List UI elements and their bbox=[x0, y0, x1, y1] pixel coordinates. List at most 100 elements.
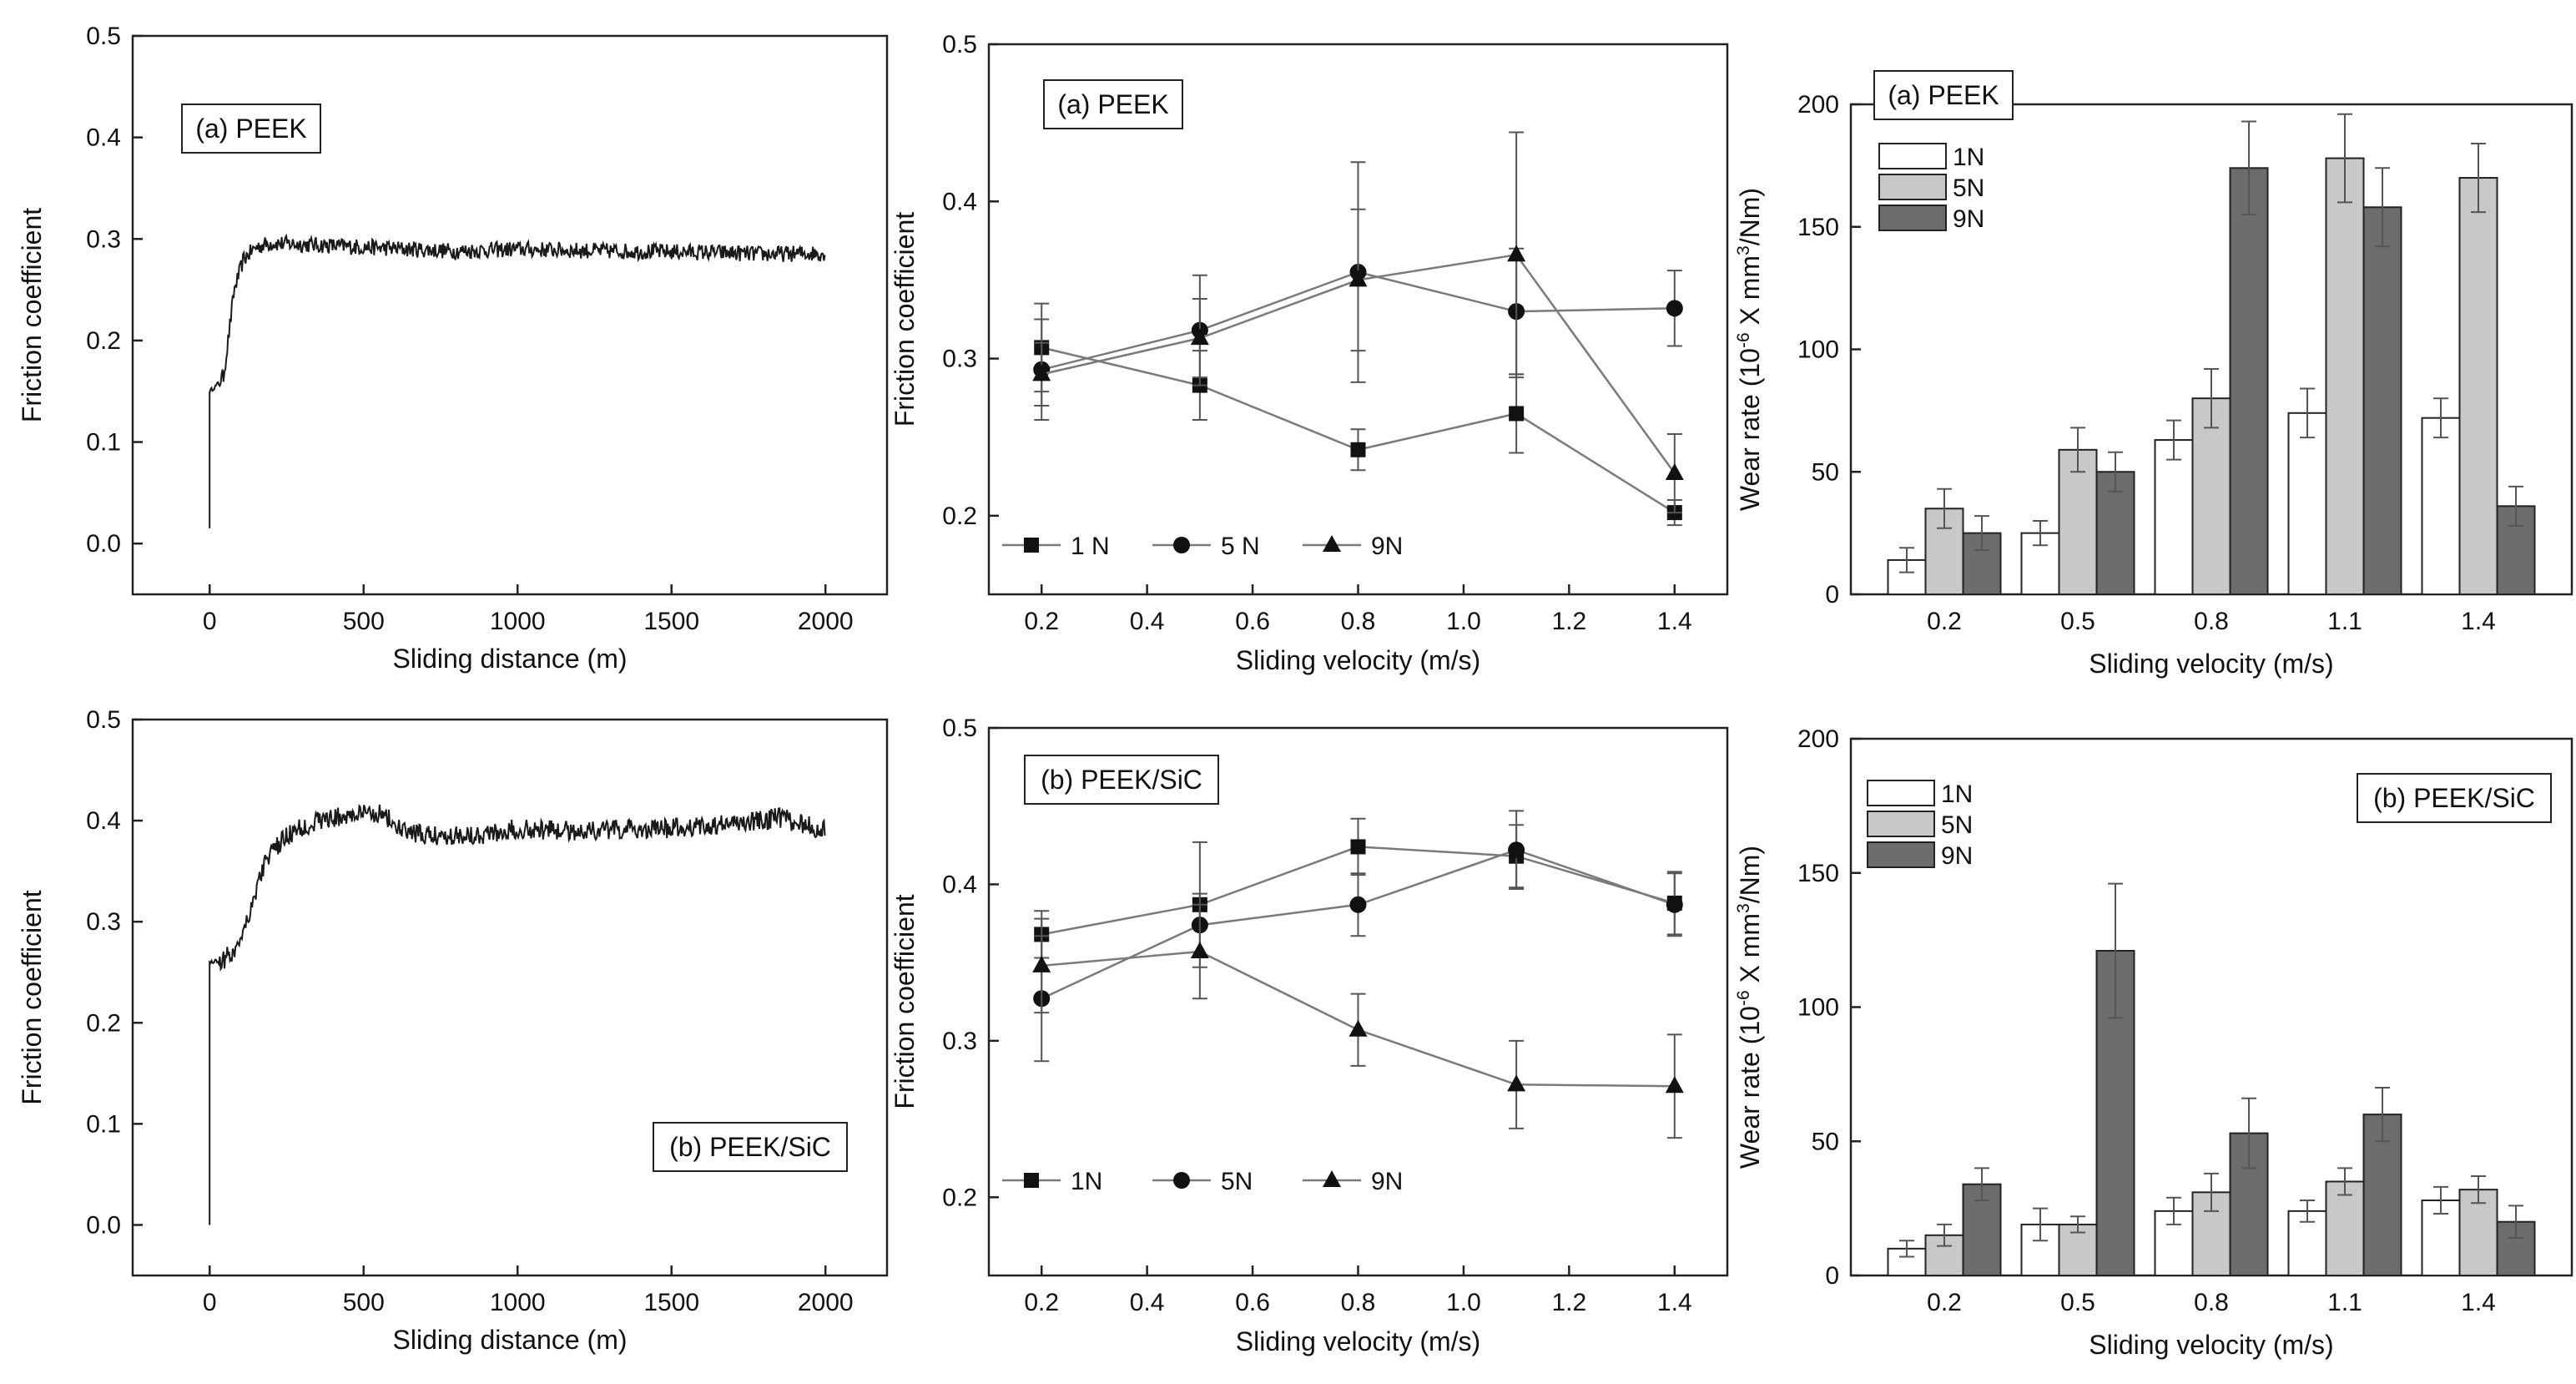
legend-label: 1 N bbox=[1071, 533, 1110, 560]
panel-label-box bbox=[1873, 70, 2014, 120]
data-point bbox=[1032, 364, 1051, 381]
legend-swatch bbox=[1878, 205, 1947, 231]
panel-label: (a) PEEK bbox=[1057, 89, 1168, 119]
panel-p1: 0 500 1000 1500 2000 0.0 0.1 0.2 0.3 0.4 0.5 Slidin… bbox=[17, 23, 889, 674]
y-axis-label: Friction coefficient bbox=[890, 894, 920, 1109]
y-axis-label-part: X mm bbox=[1735, 913, 1765, 990]
x-tick-label: 0.8 bbox=[1341, 1289, 1376, 1316]
panel-label-box bbox=[2357, 773, 2552, 823]
legend-label: 5N bbox=[1941, 811, 1973, 839]
x-tick-label: 1000 bbox=[490, 608, 546, 635]
plot-frame bbox=[131, 34, 889, 596]
panel-p2: 0.2 0.4 0.6 0.8 1.0 1.2 1.4 0.2 0.3 0.4 0.5 Sliding… bbox=[890, 31, 1729, 675]
legend-marker bbox=[1173, 537, 1190, 553]
panel-label: (b) PEEK/SiC bbox=[2373, 783, 2535, 813]
data-point bbox=[1665, 463, 1684, 481]
x-axis-label: Sliding velocity (m/s) bbox=[2089, 1330, 2333, 1360]
legend-swatch bbox=[1867, 780, 1935, 806]
y-tick-label: 200 bbox=[1797, 725, 1839, 753]
legend-marker bbox=[1024, 1173, 1039, 1188]
x-tick-label: 500 bbox=[343, 1289, 385, 1316]
y-tick-label: 0.2 bbox=[942, 503, 977, 530]
y-axis-label-part: Wear rate (10 bbox=[1735, 348, 1765, 511]
bar bbox=[2287, 412, 2327, 595]
y-tick-label: 0 bbox=[1825, 1262, 1839, 1290]
y-tick-label: 0.4 bbox=[86, 124, 121, 152]
legend-swatch bbox=[1867, 841, 1935, 868]
x-tick-label: 0.2 bbox=[1927, 1289, 1962, 1316]
y-axis-label: Wear rate (10-6 X mm3/Nm) bbox=[1734, 846, 1765, 1169]
data-point bbox=[1032, 955, 1051, 972]
x-tick-label: 1.1 bbox=[2327, 1289, 2362, 1316]
legend-label: 9N bbox=[1953, 205, 1984, 233]
legend-label: 9N bbox=[1371, 1168, 1403, 1195]
legend-label: 5N bbox=[1221, 1168, 1253, 1195]
x-tick-label: 1.0 bbox=[1446, 1289, 1481, 1316]
y-tick-label: 200 bbox=[1797, 91, 1839, 119]
y-axis-label-part: 3 bbox=[1734, 903, 1753, 913]
x-tick-label: 1.1 bbox=[2327, 608, 2362, 635]
x-tick-label: 2000 bbox=[798, 1289, 854, 1316]
y-axis-label-part: -6 bbox=[1734, 990, 1753, 1006]
y-axis-label-part: /Nm) bbox=[1735, 188, 1765, 245]
bar bbox=[2458, 177, 2498, 596]
x-tick-label: 0.5 bbox=[2060, 1289, 2095, 1316]
x-axis-label: Sliding distance (m) bbox=[393, 1325, 628, 1355]
legend-label: 9N bbox=[1941, 842, 1973, 870]
y-tick-label: 0.3 bbox=[86, 908, 121, 936]
x-axis-label: Sliding distance (m) bbox=[393, 644, 628, 674]
bar bbox=[2421, 417, 2461, 595]
data-point bbox=[1666, 300, 1683, 317]
data-point bbox=[1348, 270, 1368, 287]
legend-swatch bbox=[1867, 811, 1935, 837]
bar bbox=[2325, 157, 2365, 595]
data-point bbox=[1507, 1074, 1526, 1092]
data-point bbox=[1508, 841, 1525, 859]
y-tick-label: 0.5 bbox=[86, 706, 121, 734]
panel-label: (a) PEEK bbox=[1888, 80, 1999, 110]
x-tick-label: 0.2 bbox=[1927, 608, 1962, 635]
y-tick-label: 100 bbox=[1797, 994, 1839, 1022]
y-tick-label: 0.4 bbox=[942, 188, 977, 215]
x-tick-label: 1.2 bbox=[1551, 1289, 1586, 1316]
x-tick-label: 0.8 bbox=[1341, 608, 1376, 635]
y-axis-label: Friction coefficient bbox=[890, 212, 920, 427]
panel-p5: 0.2 0.4 0.6 0.8 1.0 1.2 1.4 0.2 0.3 0.4 0.5 Sliding… bbox=[890, 715, 1729, 1356]
panel-label-box bbox=[1043, 79, 1183, 129]
x-tick-label: 1.2 bbox=[1551, 608, 1586, 635]
y-tick-label: 0.0 bbox=[86, 1211, 121, 1239]
bar bbox=[2458, 1189, 2498, 1276]
y-axis-label-part: Wear rate (10 bbox=[1735, 1006, 1765, 1169]
data-point bbox=[1350, 839, 1366, 855]
x-tick-label: 1.0 bbox=[1446, 608, 1481, 635]
y-axis-label-part: 3 bbox=[1734, 245, 1753, 255]
y-tick-label: 150 bbox=[1797, 214, 1839, 241]
friction-trace bbox=[209, 233, 826, 528]
legend-swatch bbox=[1878, 143, 1947, 169]
y-tick-label: 50 bbox=[1812, 1128, 1839, 1155]
legend-label: 1N bbox=[1941, 780, 1973, 808]
x-tick-label: 0.6 bbox=[1235, 608, 1270, 635]
legend-label: 9N bbox=[1371, 533, 1403, 560]
x-tick-label: 2000 bbox=[798, 608, 854, 635]
bar bbox=[2154, 439, 2194, 595]
panel-label-box bbox=[1024, 755, 1219, 805]
legend-marker bbox=[1323, 1170, 1341, 1187]
legend-swatch bbox=[1878, 174, 1947, 200]
legend-label: 5N bbox=[1953, 174, 1984, 202]
x-axis-label: Sliding velocity (m/s) bbox=[1236, 645, 1480, 675]
panel-label: (b) PEEK/SiC bbox=[669, 1132, 831, 1162]
data-point bbox=[1350, 442, 1366, 457]
y-tick-label: 0.2 bbox=[86, 327, 121, 355]
x-tick-label: 1.4 bbox=[1657, 1289, 1692, 1316]
x-tick-label: 0.2 bbox=[1024, 1289, 1059, 1316]
y-tick-label: 0.4 bbox=[86, 807, 121, 835]
x-tick-label: 0.8 bbox=[2194, 608, 2229, 635]
y-tick-label: 50 bbox=[1812, 458, 1839, 486]
bar bbox=[2058, 448, 2098, 596]
legend-marker bbox=[1173, 1172, 1190, 1189]
bar bbox=[2325, 1180, 2365, 1276]
y-axis-label-part: X mm bbox=[1735, 255, 1765, 332]
x-tick-label: 0.8 bbox=[2194, 1289, 2229, 1316]
